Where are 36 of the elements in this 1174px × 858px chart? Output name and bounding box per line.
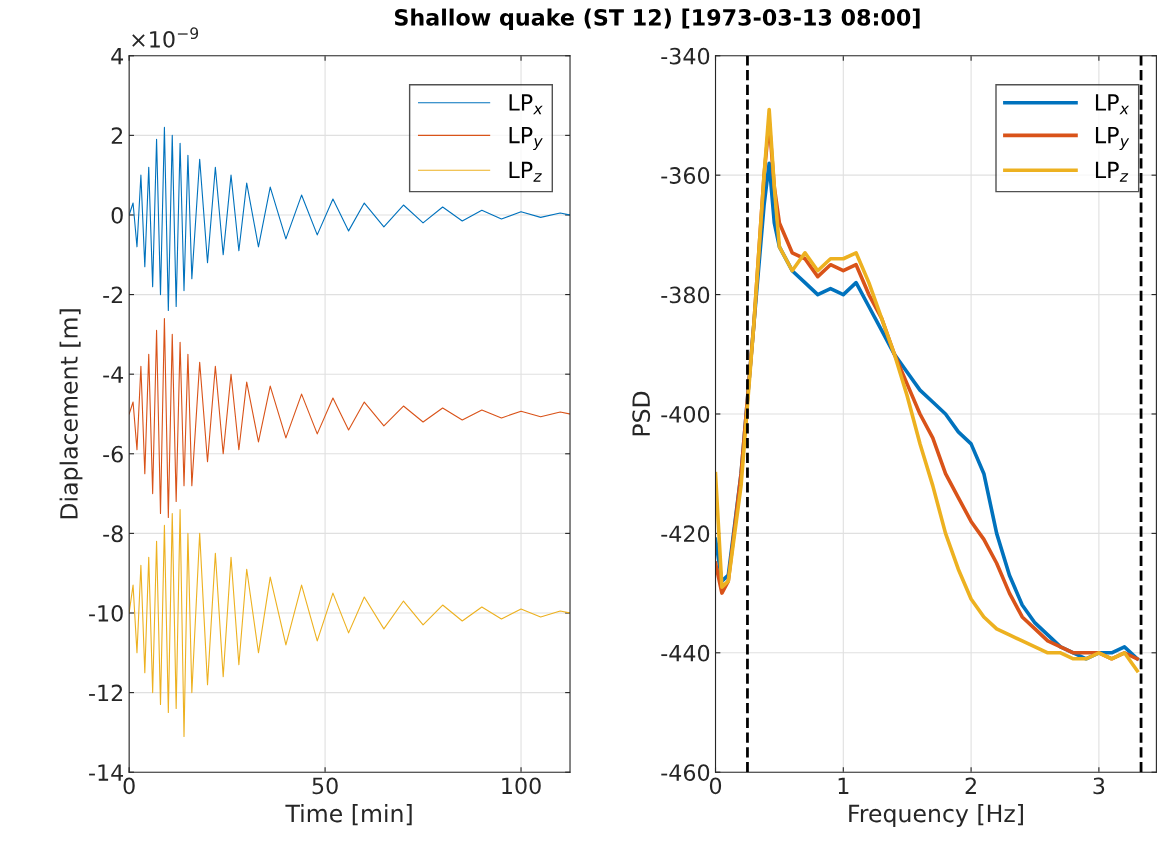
y-tick-label: -2	[103, 286, 123, 304]
x-tick-label: 100	[502, 777, 541, 795]
x-tick-label: 1	[838, 777, 849, 794]
legend-label: LP$_{x}$	[1095, 94, 1130, 115]
y-tick-label: -400	[661, 405, 710, 423]
x-tick-label: 2	[965, 777, 976, 794]
legend-label: LP$_{z}$	[1095, 161, 1129, 182]
legend-label: LP$_{y}$	[1095, 126, 1130, 151]
y-tick-label: -360	[661, 167, 710, 184]
y-tick-label: -14	[89, 764, 124, 781]
legend-label: LP$_{x}$	[509, 94, 543, 115]
y-tick-label: -340	[661, 47, 710, 65]
x-tick-label: 3	[1093, 777, 1105, 795]
y-tick-label: -440	[661, 644, 710, 662]
y-tick-label: -4	[103, 366, 124, 383]
text: ×10$^{−9}$	[132, 27, 199, 48]
y-tick-label: -10	[89, 604, 123, 622]
legend-label: LP$_{y}$	[509, 126, 543, 151]
y-tick-label: -380	[661, 286, 710, 304]
y-tick-label: -420	[661, 525, 710, 543]
y-tick-label: 2	[111, 127, 123, 144]
y-tick-label: 4	[111, 48, 124, 65]
x-tick-label: 50	[312, 777, 338, 795]
x-tick-label: 0	[123, 777, 135, 795]
y-tick-label: -6	[103, 445, 123, 463]
y-tick-label: -12	[89, 684, 123, 702]
x-tick-label: 0	[709, 777, 722, 795]
x-axis-title: Frequency [Hz]	[849, 804, 1023, 827]
y-axis-title: PSD	[632, 391, 651, 436]
legend-label: LP$_{z}$	[509, 161, 542, 182]
text: Shallow quake (ST 12) [1973-03-13 08:00]	[394, 8, 920, 31]
x-axis-title: Time [min]	[285, 804, 412, 826]
y-axis-title: Diaplacement [m]	[59, 309, 83, 519]
y-tick-label: 0	[111, 206, 123, 224]
y-tick-label: -8	[103, 525, 123, 543]
y-tick-label: -460	[661, 764, 710, 781]
